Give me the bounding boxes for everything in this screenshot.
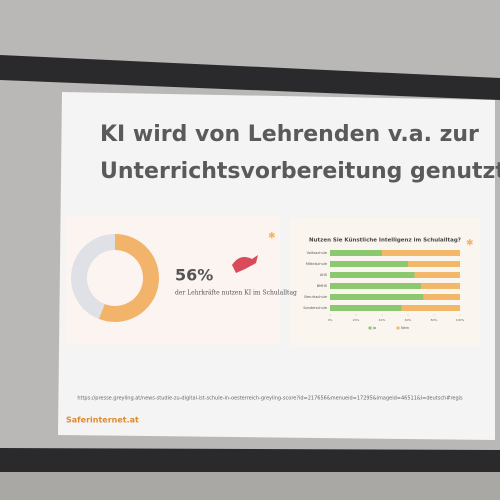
bar-segment <box>408 261 460 267</box>
illustration <box>232 255 258 273</box>
legend-swatch <box>368 326 372 330</box>
bar-segment <box>330 294 424 300</box>
y-tick-label: Mittelschule <box>306 262 327 266</box>
chart-title: Nutzen Sie Künstliche Intelligenz im Sch… <box>309 238 461 244</box>
y-tick-label: Berufsschule <box>304 295 327 299</box>
x-tick-label: 20% <box>353 318 360 322</box>
x-tick-label: 100% <box>456 318 465 322</box>
bar-segment <box>330 261 408 267</box>
star-icon: ✱ <box>466 239 474 249</box>
right-panel <box>290 218 480 346</box>
bar-segment <box>401 305 460 311</box>
star-icon: ✱ <box>268 232 276 242</box>
bar-segment <box>330 305 402 311</box>
bar-segment <box>414 272 460 278</box>
bar-segment <box>423 294 460 300</box>
value-label: 56% <box>175 266 213 285</box>
legend-label: Ja <box>372 326 376 330</box>
x-tick-label: 80% <box>431 318 438 322</box>
slide-title: Unterrichtsvorbereitung genutzt. <box>100 159 500 184</box>
bar-segment <box>382 250 460 256</box>
bar-segment <box>421 283 460 289</box>
source-url[interactable]: https://presse.greyling.at/news-studie-z… <box>77 396 463 402</box>
y-tick-label: AHS <box>320 273 328 277</box>
floor <box>0 472 500 500</box>
y-tick-label: Sonderschule <box>303 306 327 310</box>
logo: Saferinternet.at <box>66 416 139 425</box>
y-tick-label: BMHS <box>317 284 328 288</box>
bar-segment <box>330 283 421 289</box>
x-tick-label: 40% <box>379 318 386 322</box>
bar-segment <box>330 272 415 278</box>
screen-frame-top <box>0 55 500 100</box>
legend-label: Nein <box>401 326 409 330</box>
screen-frame-bottom <box>0 448 500 475</box>
legend-swatch <box>396 326 400 330</box>
donut-segment <box>98 234 159 322</box>
x-tick-label: 0% <box>328 318 333 322</box>
left-panel <box>66 215 280 345</box>
slide-title: KI wird von Lehrenden v.a. zur <box>100 122 479 147</box>
donut-segment <box>71 234 116 319</box>
bar-segment <box>330 250 382 256</box>
x-tick-label: 60% <box>405 318 412 322</box>
y-tick-label: Volksschule <box>307 251 327 255</box>
caption: der Lehrkräfte nutzen KI im Schulalltag <box>175 290 297 297</box>
